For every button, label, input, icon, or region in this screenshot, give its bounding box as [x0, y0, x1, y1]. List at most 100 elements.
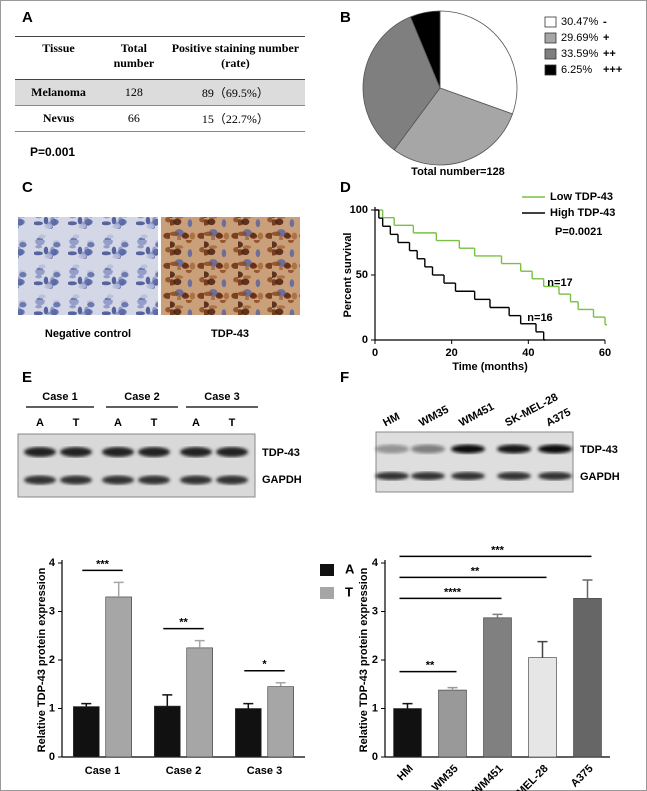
- band: [538, 472, 572, 480]
- sig-label: ***: [491, 544, 505, 556]
- band: [497, 472, 531, 480]
- sig-label: ***: [96, 558, 110, 570]
- band: [180, 447, 212, 457]
- error-bar: [402, 702, 413, 709]
- band: [138, 475, 170, 485]
- panel-label: E: [22, 369, 32, 386]
- error-bar: [81, 702, 92, 707]
- bar: [267, 686, 294, 758]
- y-axis-title: Percent survival: [342, 233, 354, 318]
- y-tick-label: 0: [49, 751, 55, 763]
- panel-label: D: [340, 179, 351, 196]
- series-label: n=16: [527, 312, 552, 324]
- lane-label: A375: [544, 406, 573, 429]
- legend-label: -: [603, 16, 607, 28]
- lane-label: WM35: [417, 404, 451, 430]
- x-tick-label: 60: [599, 347, 611, 359]
- pie-slice: [393, 87, 514, 166]
- x-tick-label: Case 1: [85, 765, 120, 777]
- sig-label: **: [179, 617, 188, 629]
- panel-label: A: [22, 9, 33, 26]
- header-cell: Total number: [102, 36, 166, 80]
- header-cell: Tissue: [15, 36, 102, 80]
- y-tick-label: 2: [49, 654, 55, 666]
- legend-value: 30.47%: [561, 16, 599, 28]
- bar: [483, 617, 512, 758]
- lane-label: WM451: [457, 401, 496, 429]
- cell: 15（22.7%）: [165, 105, 305, 132]
- x-tick-label: WM35: [430, 763, 461, 791]
- x-tick-label: WM451: [470, 763, 505, 791]
- legend-value: 6.25%: [561, 64, 592, 76]
- lane-label: T: [73, 417, 80, 429]
- legend-swatch: [544, 64, 557, 76]
- error-bar: [537, 640, 548, 658]
- error-bar: [582, 579, 593, 599]
- y-tick-label: 2: [372, 654, 378, 666]
- band: [411, 472, 445, 480]
- y-tick-label: 4: [372, 557, 379, 569]
- table-row: Nevus 66 15（22.7%）: [15, 105, 305, 132]
- error-bar: [447, 686, 458, 691]
- legend-swatch: [544, 48, 557, 60]
- legend-label: Low TDP-43: [550, 191, 613, 203]
- band: [216, 475, 248, 485]
- y-tick-label: 3: [372, 605, 378, 617]
- y-tick-label: 1: [372, 702, 378, 714]
- band: [411, 444, 445, 454]
- bar: [235, 708, 262, 758]
- error-bar: [492, 613, 503, 618]
- table-row: Melanoma 128 89（69.5%）: [15, 79, 305, 106]
- band-label: TDP-43: [580, 444, 618, 456]
- legend-label: T: [345, 584, 353, 599]
- annotation: P=0.0021: [555, 226, 602, 238]
- band-label: TDP-43: [262, 447, 300, 459]
- lane-label: T: [229, 417, 236, 429]
- error-bar: [113, 581, 124, 597]
- table-note: P=0.001: [30, 145, 75, 159]
- band: [24, 475, 56, 485]
- x-tick-label: SK-MEL-28: [501, 763, 551, 791]
- bar: [438, 689, 467, 758]
- y-tick-label: 100: [350, 204, 368, 216]
- band: [138, 447, 170, 457]
- bar: [186, 647, 213, 758]
- legend-label: A: [345, 561, 355, 576]
- pie-slice: [362, 16, 441, 151]
- band: [538, 444, 572, 454]
- band: [24, 447, 56, 457]
- bar: [154, 705, 181, 758]
- sig-label: *: [262, 659, 267, 671]
- micrograph: [161, 217, 300, 315]
- x-tick-label: 40: [522, 347, 534, 359]
- cell: Nevus: [15, 105, 102, 132]
- bar: [73, 706, 100, 758]
- cell: Melanoma: [15, 79, 102, 106]
- band: [102, 475, 134, 485]
- legend-label: ++: [603, 48, 616, 60]
- lane-label: A: [36, 417, 44, 429]
- legend-swatch: [544, 16, 557, 28]
- x-tick-label: Case 3: [247, 765, 282, 777]
- band: [102, 447, 134, 457]
- pie-caption: Total number=128: [411, 166, 505, 178]
- bar: [105, 596, 132, 758]
- blot-group: Case 1: [42, 391, 77, 403]
- y-axis-title: Relative TDP-43 protein expression: [36, 567, 48, 752]
- legend-label: +++: [603, 64, 622, 76]
- bar: [528, 657, 557, 758]
- lane-label: T: [151, 417, 158, 429]
- y-tick-label: 3: [49, 605, 55, 617]
- x-tick-label: A375: [569, 763, 596, 790]
- error-bar: [243, 702, 254, 709]
- bar: [393, 708, 422, 758]
- blot: [17, 433, 256, 498]
- error-bar: [194, 639, 205, 648]
- cell: 128: [102, 79, 166, 106]
- pie-slice: [439, 10, 518, 115]
- blot: [375, 431, 574, 493]
- header-cell: Positive staining number (rate): [165, 36, 305, 80]
- x-tick-label: Case 2: [166, 765, 201, 777]
- y-tick-label: 0: [362, 334, 368, 346]
